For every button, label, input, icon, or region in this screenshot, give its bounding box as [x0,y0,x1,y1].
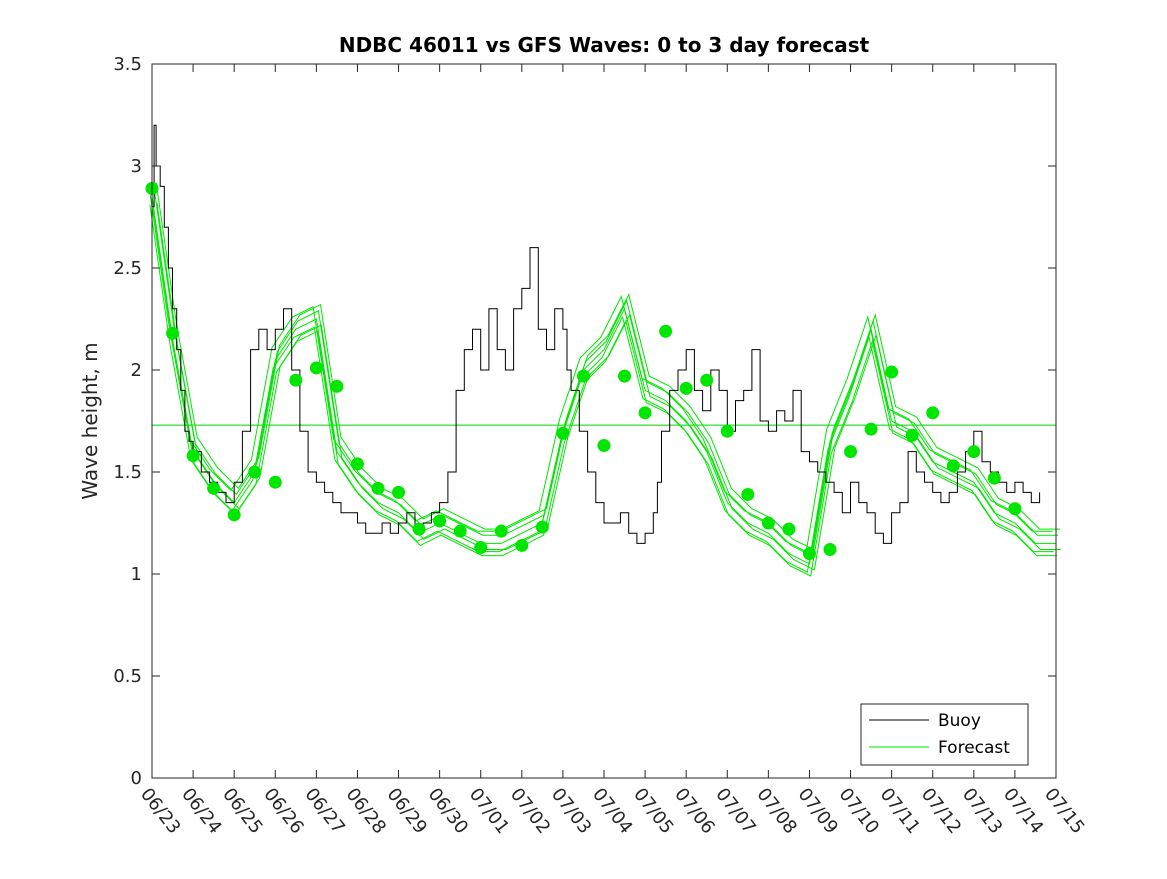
forecast-marker [659,324,673,338]
forecast-marker [515,538,529,552]
forecast-marker [576,369,590,383]
forecast-marker [350,457,364,471]
forecast-marker [987,471,1001,485]
chart-title: NDBC 46011 vs GFS Waves: 0 to 3 day fore… [339,33,870,57]
forecast-marker [823,543,837,557]
forecast-line [153,188,1059,557]
forecast-marker [453,524,467,538]
forecast-line [152,208,1058,577]
forecast-marker [844,445,858,459]
forecast-marker [926,406,940,420]
forecast-marker [597,438,611,452]
forecast-marker [782,522,796,536]
forecast-marker [864,422,878,436]
forecast-marker [166,326,180,340]
forecast-marker [412,522,426,536]
forecast-marker [556,426,570,440]
forecast-marker [535,520,549,534]
forecast-marker [268,475,282,489]
forecast-marker [309,361,323,375]
forecast-marker [720,424,734,438]
forecast-marker [618,369,632,383]
forecast-marker [905,428,919,442]
y-tick-label: 0.5 [113,666,142,687]
forecast-marker [392,485,406,499]
y-axis-label: Wave height, m [78,342,102,499]
forecast-marker [330,379,344,393]
forecast-line [155,182,1061,551]
forecast-marker [433,514,447,528]
forecast-group [148,182,1061,577]
forecast-marker [802,547,816,561]
y-tick-label: 1 [131,564,142,585]
forecast-marker [186,449,200,463]
forecast-line [149,204,1054,573]
forecast-marker [638,406,652,420]
forecast-marker [967,445,981,459]
forecast-marker [741,487,755,501]
forecast-marker [761,516,775,530]
y-tick-label: 3.5 [113,54,142,75]
forecast-marker [474,540,488,554]
buoy-line [152,124,1041,544]
y-tick-label: 2.5 [113,258,142,279]
forecast-marker [248,465,262,479]
forecast-marker [679,381,693,395]
buoy-group [152,124,1041,544]
y-tick-label: 2 [131,360,142,381]
forecast-marker [494,524,508,538]
y-tick-label: 3 [131,156,142,177]
forecast-marker [289,373,303,387]
forecast-markers-group [145,181,1022,561]
forecast-marker [207,481,221,495]
forecast-marker [371,481,385,495]
y-tick-label: 0 [131,768,142,789]
legend: Buoy Forecast [860,703,1029,766]
legend-box [860,703,1029,766]
forecast-marker [946,459,960,473]
forecast-line [151,196,1056,565]
y-tick-label: 1.5 [113,462,142,483]
forecast-marker [227,508,241,522]
y-axis: 0 0.5 1 1.5 2 2.5 3 3.5 [113,54,1056,789]
legend-buoy-label: Buoy [938,711,981,731]
legend-forecast-label: Forecast [938,738,1010,758]
forecast-marker [700,373,714,387]
forecast-line [148,184,1053,553]
plot-area [152,64,1056,778]
forecast-marker [1008,502,1022,516]
forecast-marker [885,365,899,379]
